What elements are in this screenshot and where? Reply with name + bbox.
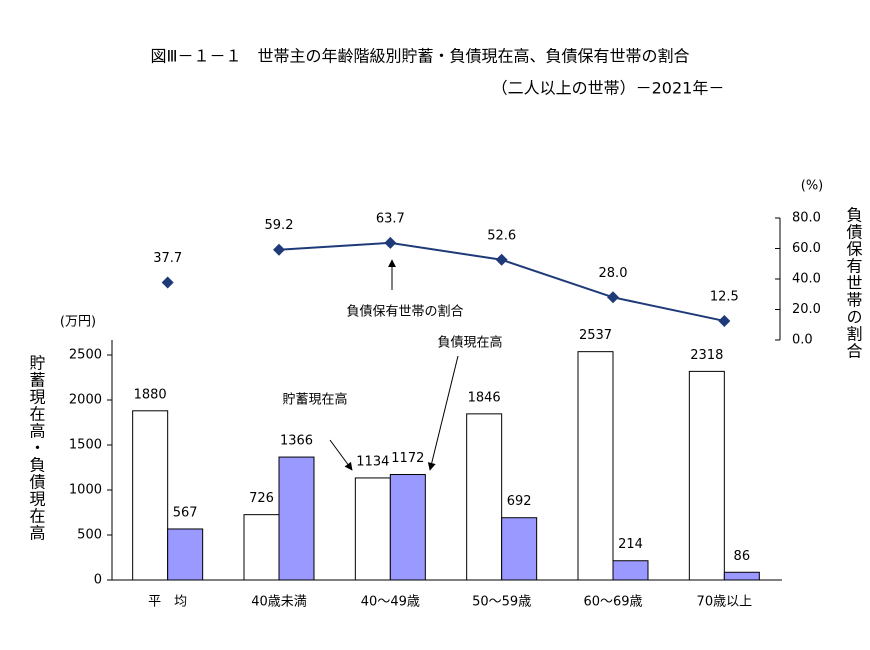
bar-value-label: 1880 (134, 387, 167, 402)
x-tick-label: 70歳以上 (697, 595, 753, 610)
line-marker (273, 243, 285, 256)
annotation: 負債保有世帯の割合 (346, 304, 463, 320)
bar (243, 514, 280, 581)
annotation-arrow (329, 439, 353, 471)
bar (354, 477, 391, 581)
bar-value-label: 2537 (579, 328, 612, 343)
x-tick-label: 40歳未満 (251, 595, 307, 610)
line-marker (495, 253, 508, 266)
y2-tick-label: 20.0 (792, 302, 821, 317)
line-value-label: 12.5 (710, 289, 739, 304)
bar (278, 456, 315, 581)
line-marker (607, 291, 619, 304)
y2-tick-label: 40.0 (792, 272, 821, 287)
y-axis-title: 貯蓄現在高・負債現在高 (27, 355, 46, 542)
chart-title: 図Ⅲ－１－１ 世帯主の年齢階級別貯蓄・負債現在高、負債保有世帯の割合 (150, 47, 689, 66)
y2-unit: (%) (801, 179, 824, 194)
y2-tick-label: 0.0 (792, 333, 813, 348)
annotation: 貯蓄現在高 (282, 392, 347, 408)
bar-value-label: 692 (507, 494, 532, 509)
bar-value-label: 2318 (690, 348, 723, 363)
x-tick-label: 50～59歳 (472, 595, 531, 610)
line-marker (384, 236, 397, 249)
bar (501, 517, 538, 581)
x-tick-label: 60～69歳 (583, 595, 642, 610)
line-marker (161, 276, 174, 289)
y2-tick-label: 60.0 (792, 241, 821, 256)
y-tick-label: 500 (77, 528, 102, 543)
x-tick-label: 40～49歳 (361, 595, 420, 610)
bar (612, 560, 649, 581)
bar-value-label: 86 (734, 549, 751, 564)
y-unit: (万円) (60, 315, 96, 330)
bar-value-label: 726 (249, 491, 274, 506)
bar (466, 413, 503, 581)
bar (389, 474, 426, 581)
line-value-label: 59.2 (265, 218, 294, 233)
line-value-label: 63.7 (376, 211, 405, 226)
bar-value-label: 1846 (468, 390, 501, 405)
line-value-label: 28.0 (599, 266, 628, 281)
bar-value-label: 1172 (391, 451, 424, 466)
bar-value-label: 567 (173, 505, 198, 520)
bar (577, 351, 614, 581)
y-tick-label: 0 (94, 573, 102, 588)
y2-axis-title: 負債保有世帯の割合 (844, 207, 863, 360)
bar-value-label: 1134 (356, 454, 389, 469)
bar-value-label: 1366 (280, 434, 313, 449)
chart-subtitle: （二人以上の世帯）－2021年－ (492, 79, 725, 98)
y2-tick-label: 80.0 (792, 211, 821, 226)
bar (132, 410, 169, 581)
x-tick-label: 平 均 (148, 595, 187, 610)
line-value-label: 52.6 (487, 228, 516, 243)
line-value-label: 37.7 (153, 251, 182, 266)
bar (167, 528, 204, 581)
bar (723, 571, 760, 581)
bar-value-label: 214 (618, 537, 643, 552)
y-tick-label: 2000 (69, 393, 102, 408)
y-tick-label: 1000 (69, 483, 102, 498)
y-tick-label: 1500 (69, 438, 102, 453)
line-marker (718, 314, 731, 327)
annotation: 負債現在高 (437, 335, 502, 351)
bar (688, 370, 725, 581)
annotation-arrow (427, 355, 459, 471)
y-tick-label: 2500 (69, 348, 102, 363)
